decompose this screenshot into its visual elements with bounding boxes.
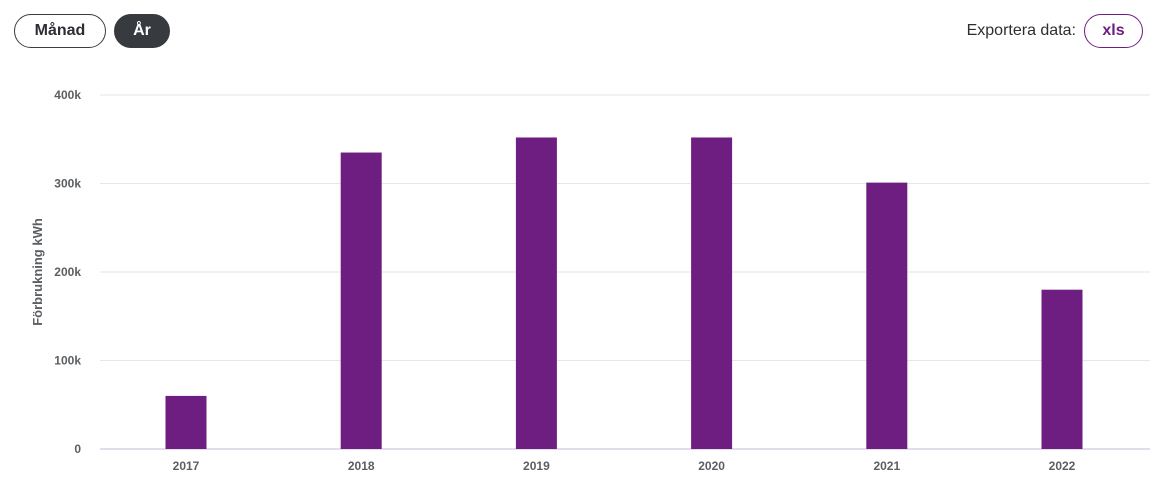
bar-2018[interactable] bbox=[340, 152, 382, 449]
x-tick-label-2020: 2020 bbox=[698, 459, 725, 473]
export-xls-button[interactable]: xls bbox=[1084, 14, 1143, 48]
y-tick-label: 100k bbox=[54, 354, 81, 368]
y-tick-label: 300k bbox=[54, 177, 81, 191]
x-tick-label-2017: 2017 bbox=[173, 459, 200, 473]
bar-2017[interactable] bbox=[165, 395, 207, 449]
export-label: Exportera data: bbox=[966, 22, 1076, 39]
x-tick-label-2018: 2018 bbox=[348, 459, 375, 473]
period-month-button[interactable]: Månad bbox=[14, 14, 106, 48]
bar-2019[interactable] bbox=[515, 137, 557, 450]
bar-2021[interactable] bbox=[866, 182, 908, 450]
bars bbox=[165, 137, 1083, 450]
x-tick-label-2021: 2021 bbox=[873, 459, 900, 473]
bar-2020[interactable] bbox=[691, 137, 733, 450]
x-tick-label-2022: 2022 bbox=[1049, 459, 1076, 473]
y-tick-label: 200k bbox=[54, 265, 81, 279]
bar-2022[interactable] bbox=[1041, 289, 1083, 449]
period-year-button[interactable]: År bbox=[114, 14, 170, 48]
grid-lines bbox=[100, 94, 1150, 450]
y-tick-label: 400k bbox=[54, 88, 81, 102]
y-axis-ticks: 0 100k 200k 300k 400k bbox=[54, 88, 81, 456]
x-axis-ticks: 2017 2018 2019 2020 2021 2022 bbox=[173, 459, 1076, 473]
x-tick-label-2019: 2019 bbox=[523, 459, 550, 473]
y-tick-label: 0 bbox=[74, 442, 81, 456]
y-axis-label: Förbrukning kWh bbox=[30, 218, 45, 326]
